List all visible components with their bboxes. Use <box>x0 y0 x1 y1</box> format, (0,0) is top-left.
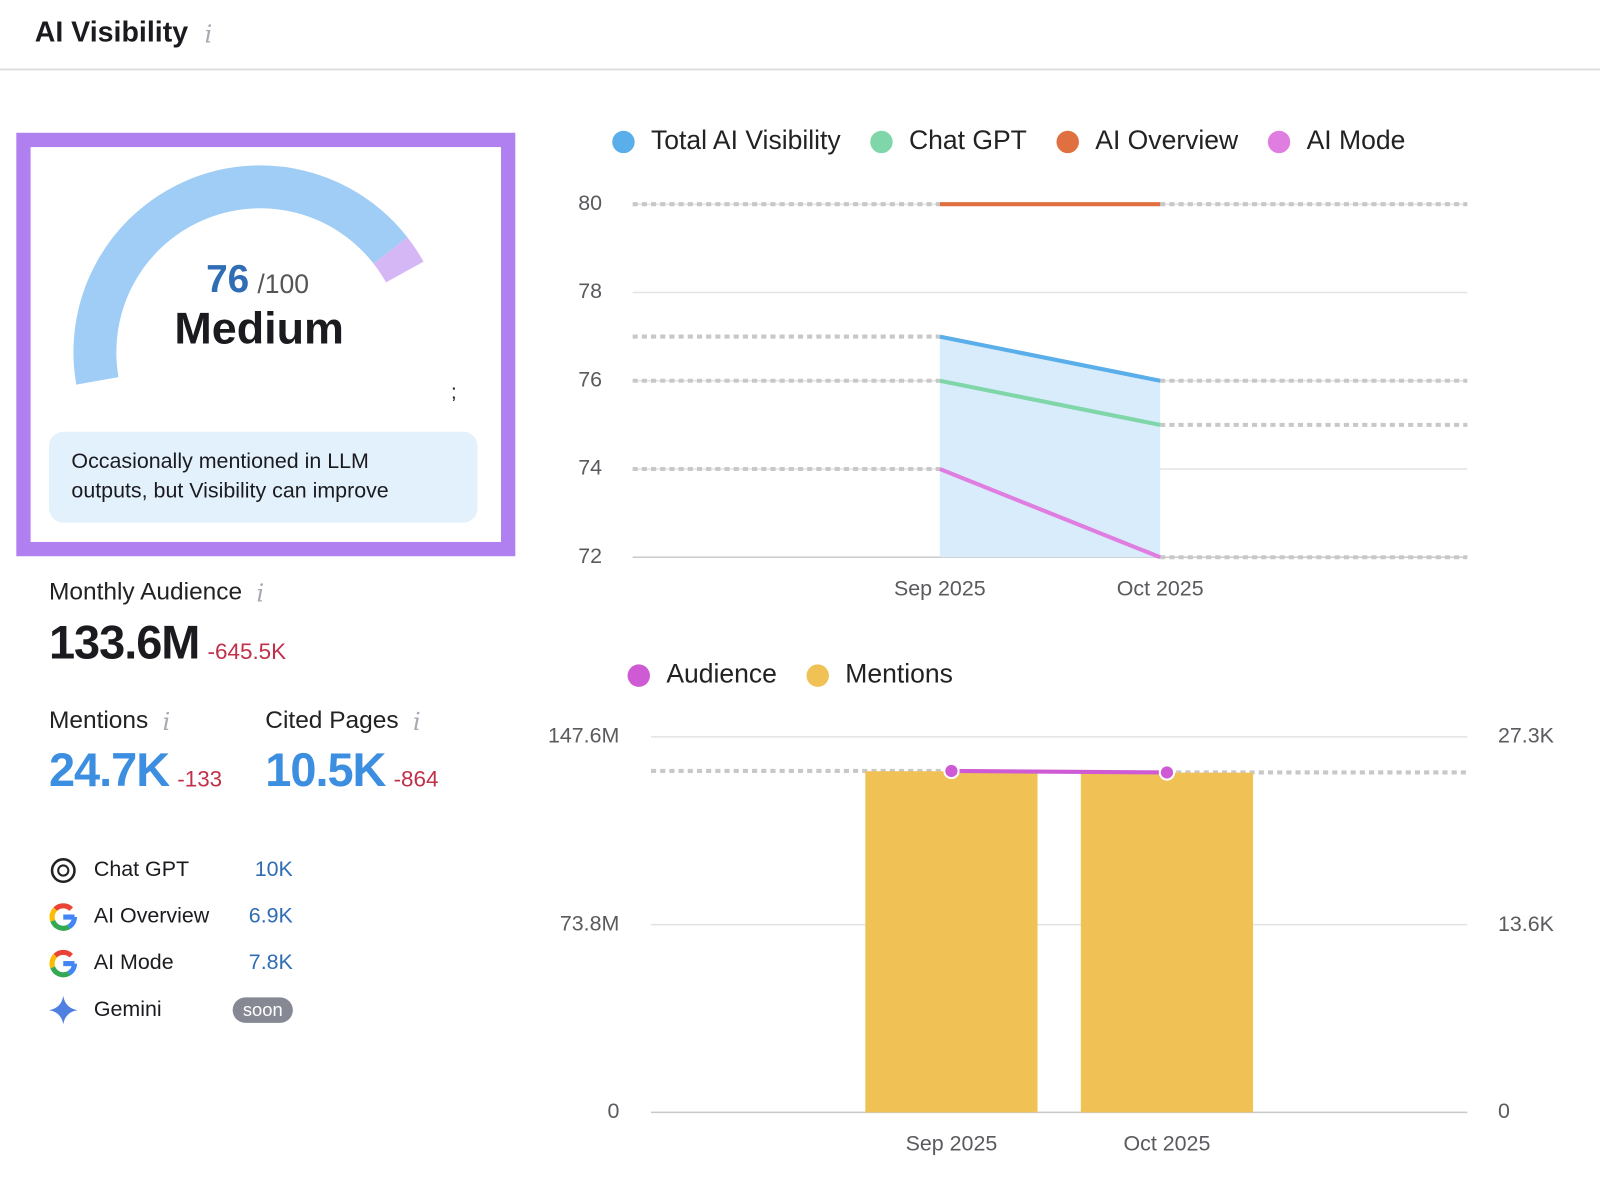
legend-dot <box>627 664 650 687</box>
soon-label: soon <box>243 999 283 1020</box>
y2-tick-label: 13.6K <box>1498 912 1555 936</box>
google-icon <box>53 903 74 912</box>
x-tick-label: Sep 2025 <box>894 577 986 601</box>
y-tick-label: 80 <box>578 191 602 215</box>
legend-dot <box>870 130 893 154</box>
score-note: ; <box>451 381 457 403</box>
y-tick-label: 74 <box>578 456 602 480</box>
legend-label: AI Overview <box>1095 125 1239 155</box>
source-name: Chat GPT <box>94 857 189 881</box>
source-name: Gemini <box>94 997 162 1021</box>
info-icon: i <box>204 19 212 48</box>
highlight-frame <box>16 132 516 557</box>
metric-change: -864 <box>394 767 439 792</box>
metric-label: Mentions <box>49 707 148 734</box>
point <box>1158 764 1176 781</box>
y2-tick-label: 0 <box>1498 1099 1510 1123</box>
soon-badge <box>232 997 293 1023</box>
source-value: 7.8K <box>249 950 294 974</box>
google-icon <box>49 953 58 969</box>
gemini-icon <box>48 995 78 1025</box>
chatgpt-icon <box>57 864 70 877</box>
source-value: 10K <box>255 857 294 881</box>
legend-label: Audience <box>666 659 777 689</box>
info-icon: i <box>256 579 264 608</box>
x-tick-label: Oct 2025 <box>1124 1132 1211 1156</box>
score-description: Occasionally mentioned in LLM <box>71 449 368 473</box>
google-icon <box>53 949 74 958</box>
legend-dot <box>1267 130 1291 154</box>
score-description: outputs, but Visibility can improve <box>71 479 388 503</box>
source-value: 6.9K <box>249 904 294 928</box>
metric-label: Monthly Audience <box>49 578 242 605</box>
series-line <box>951 768 1167 775</box>
area-shade <box>939 336 1161 558</box>
chatgpt-icon <box>50 858 76 884</box>
legend-dot <box>806 664 829 687</box>
legend-label: Mentions <box>845 659 953 689</box>
metric-value: 24.7K <box>49 744 170 796</box>
legend-dot <box>612 130 635 154</box>
score-scale: /100 <box>257 269 309 299</box>
metric-change: -133 <box>177 767 222 792</box>
metric-value: 133.6M <box>49 616 199 668</box>
google-icon <box>49 907 58 922</box>
y-tick-label: 76 <box>578 367 602 391</box>
y-tick-label: 73.8M <box>560 911 620 935</box>
legend-label: Chat GPT <box>909 125 1027 155</box>
source-name: AI Mode <box>94 950 174 974</box>
legend-label: AI Mode <box>1307 125 1406 155</box>
y-tick-label: 0 <box>607 1099 619 1123</box>
info-icon: i <box>163 707 171 736</box>
y-tick-label: 78 <box>578 279 602 303</box>
info-icon: i <box>413 707 421 736</box>
google-icon <box>50 966 71 978</box>
google-icon <box>50 919 71 931</box>
y2-tick-label: 27.3K <box>1498 724 1555 748</box>
metric-change: -645.5K <box>208 639 287 664</box>
series-line <box>939 334 1161 383</box>
y-tick-label: 147.6M <box>548 724 619 748</box>
x-tick-label: Oct 2025 <box>1117 577 1204 601</box>
x-tick-label: Sep 2025 <box>906 1132 998 1156</box>
page-title: AI Visibility <box>35 16 189 48</box>
legend-label: Total AI Visibility <box>651 125 841 155</box>
bar <box>1080 772 1254 1113</box>
metric-label: Cited Pages <box>265 707 398 734</box>
description-box <box>48 431 478 523</box>
series-line <box>939 378 1161 427</box>
score-level: Medium <box>174 303 344 354</box>
metric-value: 10.5K <box>265 744 386 796</box>
y-tick-label: 72 <box>578 544 602 568</box>
gauge-arc <box>73 165 408 385</box>
legend-dot <box>1056 130 1079 154</box>
source-name: AI Overview <box>94 904 210 928</box>
bar <box>865 771 1038 1113</box>
score-value: 76 <box>206 258 249 301</box>
point <box>943 762 960 780</box>
gauge-marker <box>373 237 424 283</box>
series-line <box>939 467 1161 560</box>
